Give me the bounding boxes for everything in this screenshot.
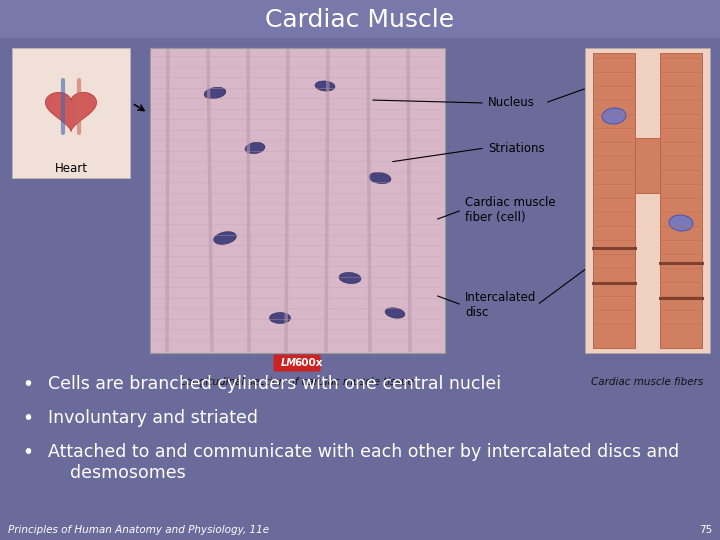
Ellipse shape: [269, 313, 290, 323]
Text: Striations: Striations: [488, 141, 544, 154]
Ellipse shape: [669, 215, 693, 231]
Text: 600x: 600x: [294, 358, 323, 368]
Ellipse shape: [385, 308, 405, 318]
Bar: [660, 53, 702, 348]
Ellipse shape: [339, 273, 361, 284]
Ellipse shape: [204, 87, 226, 99]
Bar: [635, 138, 660, 193]
Text: Nucleus: Nucleus: [488, 97, 535, 110]
Bar: [585, 48, 710, 353]
Bar: [593, 53, 635, 348]
Text: Attached to and communicate with each other by intercalated discs and
    desmos: Attached to and communicate with each ot…: [48, 443, 679, 482]
Text: Longitudinal section of cardiac muscle tissue: Longitudinal section of cardiac muscle t…: [181, 377, 415, 387]
Bar: [12, 48, 130, 178]
Text: •: •: [22, 409, 34, 428]
Text: Involuntary and striated: Involuntary and striated: [48, 409, 258, 427]
Text: Heart: Heart: [55, 161, 88, 174]
Text: Cardiac muscle
fiber (cell): Cardiac muscle fiber (cell): [465, 196, 556, 224]
Text: Intercalated
disc: Intercalated disc: [465, 291, 536, 319]
Bar: [0, 0, 720, 38]
Ellipse shape: [214, 232, 236, 244]
FancyBboxPatch shape: [274, 354, 320, 372]
Text: •: •: [22, 375, 34, 394]
Polygon shape: [45, 92, 96, 132]
Text: Principles of Human Anatomy and Physiology, 11e: Principles of Human Anatomy and Physiolo…: [8, 525, 269, 535]
Text: Cells are branched cylinders with one central nuclei: Cells are branched cylinders with one ce…: [48, 375, 501, 393]
Text: Cardiac Muscle: Cardiac Muscle: [266, 8, 454, 32]
Text: LM: LM: [281, 358, 297, 368]
Text: Cardiac muscle fibers: Cardiac muscle fibers: [591, 377, 703, 387]
Text: 75: 75: [698, 525, 712, 535]
Ellipse shape: [602, 108, 626, 124]
Ellipse shape: [245, 143, 265, 153]
Ellipse shape: [369, 172, 391, 184]
Ellipse shape: [315, 81, 335, 91]
Text: •: •: [22, 443, 34, 462]
Bar: [150, 48, 445, 353]
